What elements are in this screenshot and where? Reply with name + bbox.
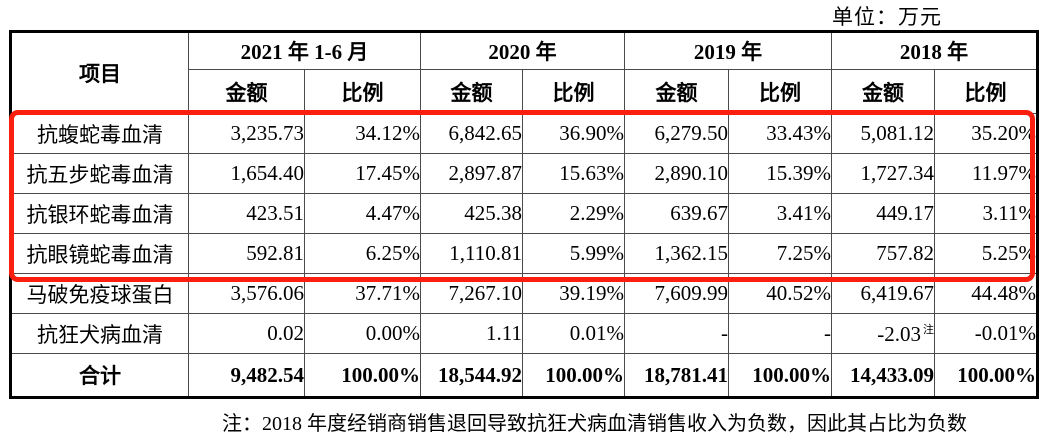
footnote-marker: 注 (923, 323, 934, 336)
column-header-2019: 2019 年 (624, 31, 832, 70)
subheader-amount-2018: 金额 (831, 69, 935, 114)
row-label: 抗五步蛇毒血清 (10, 153, 189, 194)
cell-amount-2021h1: 592.81 (188, 233, 305, 274)
header-row-years: 项目 2021 年 1-6 月 2020 年 2019 年 2018 年 (10, 31, 1038, 114)
cell-ratio-2018: 5.25% (934, 233, 1038, 274)
cell-ratio-2020: 5.99% (522, 233, 625, 274)
cell-ratio-2021h1: 100.00% (304, 353, 421, 398)
cell-ratio-2019: 15.39% (728, 153, 832, 194)
subheader-ratio-2020: 比例 (522, 69, 625, 114)
cell-amount-2020: 18,544.92 (420, 353, 523, 398)
table-row-krait-antivenom: 抗银环蛇毒血清 423.51 4.47% 425.38 2.29% 639.67… (10, 193, 1038, 234)
cell-ratio-2018: 44.48% (934, 273, 1038, 314)
cell-ratio-2018: 100.00% (934, 353, 1038, 398)
table-footnote-clipped: 注：2018 年度经销商销售退回导致抗狂犬病血清销售收入为负数，因此其占比为负数 (222, 413, 967, 435)
row-label: 抗蝮蛇毒血清 (10, 113, 189, 154)
cell-ratio-2018: 3.11% (934, 193, 1038, 234)
cell-amount-2020: 7,267.10 (420, 273, 523, 314)
cell-amount-2021h1: 3,235.73 (188, 113, 305, 154)
table-row-pit-viper-antivenom: 抗蝮蛇毒血清 3,235.73 34.12% 6,842.65 36.90% 6… (10, 113, 1038, 154)
cell-ratio-2019: - (728, 313, 832, 354)
cell-amount-2021h1: 423.51 (188, 193, 305, 234)
cell-ratio-2020: 2.29% (522, 193, 625, 234)
revenue-breakdown-table: 项目 2021 年 1-6 月 2020 年 2019 年 2018 年 金额 … (9, 30, 1039, 399)
cell-amount-2020: 425.38 (420, 193, 523, 234)
cell-ratio-2021h1: 4.47% (304, 193, 421, 234)
cell-amount-2020: 2,897.87 (420, 153, 523, 194)
cell-amount-2020: 1.11 (420, 313, 523, 354)
cell-amount-2019: - (624, 313, 729, 354)
cell-ratio-2021h1: 17.45% (304, 153, 421, 194)
table-row-five-pace-viper-antivenom: 抗五步蛇毒血清 1,654.40 17.45% 2,897.87 15.63% … (10, 153, 1038, 194)
cell-amount-2018: 1,727.34 (831, 153, 935, 194)
cell-amount-2019: 18,781.41 (624, 353, 729, 398)
table-row-tetanus-immunoglobulin: 马破免疫球蛋白 3,576.06 37.71% 7,267.10 39.19% … (10, 273, 1038, 314)
cell-ratio-2020: 100.00% (522, 353, 625, 398)
cell-amount-2019: 2,890.10 (624, 153, 729, 194)
subheader-amount-2021h1: 金额 (188, 69, 305, 114)
row-label: 马破免疫球蛋白 (10, 273, 189, 314)
cell-amount-2020: 1,110.81 (420, 233, 523, 274)
cell-amount-2020: 6,842.65 (420, 113, 523, 154)
cell-ratio-2018: 11.97% (934, 153, 1038, 194)
subheader-amount-2019: 金额 (624, 69, 729, 114)
cell-amount-2018: 14,433.09 (831, 353, 935, 398)
column-header-2020: 2020 年 (420, 31, 625, 70)
column-header-project: 项目 (10, 31, 189, 114)
table-row-cobra-antivenom: 抗眼镜蛇毒血清 592.81 6.25% 1,110.81 5.99% 1,36… (10, 233, 1038, 274)
cell-ratio-2021h1: 37.71% (304, 273, 421, 314)
row-label-total: 合计 (10, 353, 189, 398)
row-label: 抗眼镜蛇毒血清 (10, 233, 189, 274)
cell-ratio-2020: 36.90% (522, 113, 625, 154)
column-header-2018: 2018 年 (831, 31, 1038, 70)
cell-amount-2021h1: 0.02 (188, 313, 305, 354)
cell-amount-2019: 6,279.50 (624, 113, 729, 154)
cell-ratio-2018: 35.20% (934, 113, 1038, 154)
subheader-amount-2020: 金额 (420, 69, 523, 114)
cell-value: -2.03 (877, 321, 921, 346)
cell-ratio-2019: 100.00% (728, 353, 832, 398)
cell-ratio-2020: 15.63% (522, 153, 625, 194)
subheader-ratio-2018: 比例 (934, 69, 1038, 114)
cell-ratio-2018: -0.01% (934, 313, 1038, 354)
cell-ratio-2020: 0.01% (522, 313, 625, 354)
cell-ratio-2021h1: 0.00% (304, 313, 421, 354)
cell-amount-2018: 5,081.12 (831, 113, 935, 154)
row-label: 抗狂犬病血清 (10, 313, 189, 354)
table-row-rabies-antiserum: 抗狂犬病血清 0.02 0.00% 1.11 0.01% - - -2.03 注 … (10, 313, 1038, 354)
cell-amount-2019: 1,362.15 (624, 233, 729, 274)
cell-amount-2018: 6,419.67 (831, 273, 935, 314)
table-row-total: 合计 9,482.54 100.00% 18,544.92 100.00% 18… (10, 353, 1038, 398)
cell-ratio-2019: 33.43% (728, 113, 832, 154)
cell-amount-2021h1: 3,576.06 (188, 273, 305, 314)
cell-amount-2019: 7,609.99 (624, 273, 729, 314)
cell-ratio-2020: 39.19% (522, 273, 625, 314)
unit-label: 单位：万元 (832, 5, 942, 29)
cell-amount-2021h1: 9,482.54 (188, 353, 305, 398)
row-label: 抗银环蛇毒血清 (10, 193, 189, 234)
subheader-ratio-2019: 比例 (728, 69, 832, 114)
column-header-2021h1: 2021 年 1-6 月 (188, 31, 421, 70)
cell-ratio-2021h1: 6.25% (304, 233, 421, 274)
cell-amount-2021h1: 1,654.40 (188, 153, 305, 194)
cell-ratio-2019: 40.52% (728, 273, 832, 314)
cell-amount-2018: 449.17 (831, 193, 935, 234)
cell-amount-2019: 639.67 (624, 193, 729, 234)
cell-amount-2018: 757.82 (831, 233, 935, 274)
cell-ratio-2019: 3.41% (728, 193, 832, 234)
cell-amount-2018: -2.03 注 (831, 313, 935, 354)
subheader-ratio-2021h1: 比例 (304, 69, 421, 114)
cell-ratio-2021h1: 34.12% (304, 113, 421, 154)
cell-ratio-2019: 7.25% (728, 233, 832, 274)
